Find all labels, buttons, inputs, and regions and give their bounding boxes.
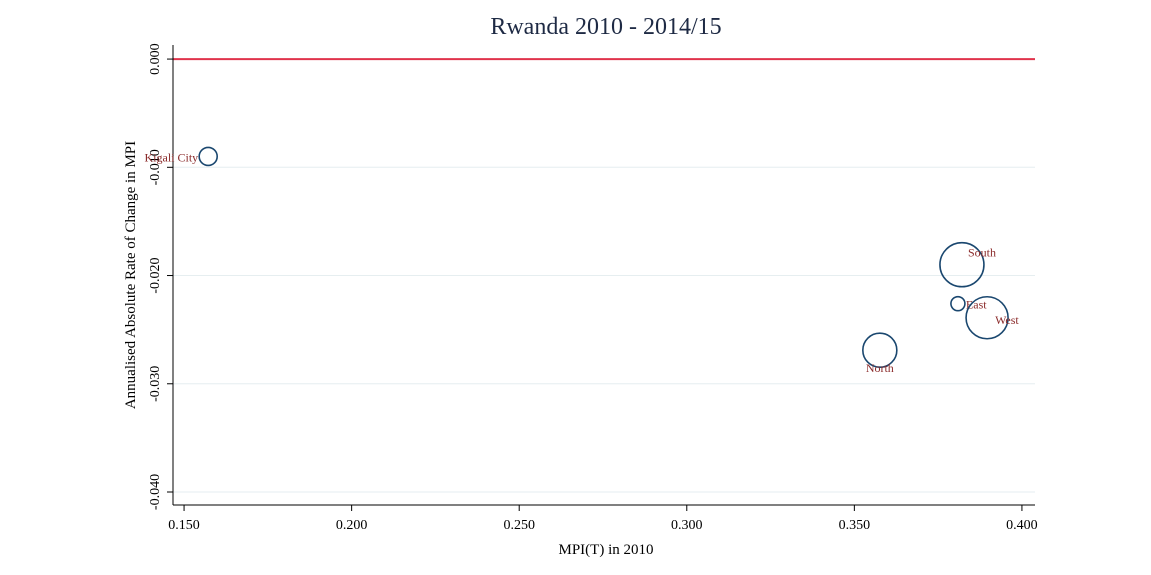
bubble [939,241,985,288]
x-tick-label: 0.300 [671,518,703,533]
bubble [965,295,1009,340]
y-axis-title: Annualised Absolute Rate of Change in MP… [123,141,139,409]
x-axis-title: MPI(T) in 2010 [559,542,654,558]
x-tick-label: 0.250 [503,518,535,533]
y-tick-label: 0.000 [148,43,163,75]
x-tick-label: 0.150 [168,518,200,533]
point-label: North [866,361,894,375]
point-label: Kigali City [145,150,199,164]
x-tick-label: 0.200 [336,518,368,533]
x-tick-label: 0.350 [839,518,871,533]
y-tick-label: -0.010 [148,149,163,185]
point-label: West [995,313,1019,327]
x-tick-label: 0.400 [1006,518,1038,533]
y-tick-label: -0.030 [148,366,163,402]
point-label: East [966,298,987,312]
bubble [198,146,218,167]
point-label: South [968,246,996,260]
y-tick-label: -0.040 [148,474,163,510]
y-tick-label: -0.020 [148,257,163,293]
bubble [862,332,898,369]
chart-title: Rwanda 2010 - 2014/15 [490,14,721,40]
bubble [950,295,966,312]
